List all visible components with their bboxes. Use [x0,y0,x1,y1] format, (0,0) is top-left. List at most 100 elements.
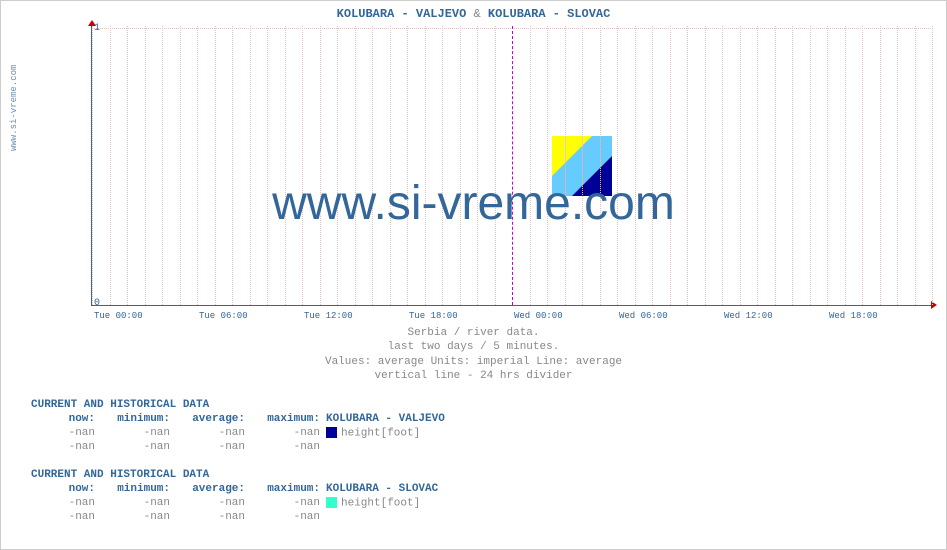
x-tick-1: Tue 06:00 [199,311,248,321]
grid-v [547,26,548,305]
grid-v [425,26,426,305]
col-min-1: minimum: [101,413,176,427]
x-tick-3: Tue 18:00 [409,311,458,321]
grid-v [792,26,793,305]
grid-v [670,26,671,305]
series-name-1: KOLUBARA - VALJEVO [326,413,451,427]
grid-v [250,26,251,305]
param-1: height[foot] [341,427,420,439]
grid-v [285,26,286,305]
grid-v [810,26,811,305]
grid-v [145,26,146,305]
data-header-2: CURRENT AND HISTORICAL DATA [31,469,444,483]
grid-v [460,26,461,305]
col-min-2: minimum: [101,483,176,497]
cell-2-1-2: -nan [176,511,251,525]
grid-v [197,26,198,305]
title-amp: & [466,7,488,21]
caption-line-3: Values: average Units: imperial Line: av… [1,355,946,369]
cell-2-1-3: -nan [251,511,326,525]
cell-2-1-1: -nan [101,511,176,525]
cell-1-1-2: -nan [176,441,251,455]
plot-area [91,26,931,306]
grid-v [600,26,601,305]
series-name-2: KOLUBARA - SLOVAC [326,483,444,497]
x-tick-5: Wed 06:00 [619,311,668,321]
grid-v [740,26,741,305]
grid-v [582,26,583,305]
grid-v [880,26,881,305]
divider-24h [512,26,513,305]
cell-1-1-3: -nan [251,441,326,455]
col-now-1: now: [31,413,101,427]
data-table-1: now: minimum: average: maximum: KOLUBARA… [31,413,451,455]
cell-1-0-3: -nan [251,427,326,441]
cell-2-0-1: -nan [101,497,176,511]
chart-title: KOLUBARA - VALJEVO & KOLUBARA - SLOVAC [1,7,946,21]
grid-v [775,26,776,305]
grid-v [442,26,443,305]
grid-v [845,26,846,305]
title-part-1: KOLUBARA - VALJEVO [337,7,467,21]
grid-v [92,26,93,305]
data-block-1: CURRENT AND HISTORICAL DATA now: minimum… [31,399,451,454]
grid-v [862,26,863,305]
cell-1-1-1: -nan [101,441,176,455]
col-max-1: maximum: [251,413,326,427]
col-avg-2: average: [176,483,251,497]
chart-caption: Serbia / river data. last two days / 5 m… [1,326,946,383]
x-tick-4: Wed 00:00 [514,311,563,321]
grid-v [180,26,181,305]
col-avg-1: average: [176,413,251,427]
cell-2-1-0: -nan [31,511,101,525]
x-tick-0: Tue 00:00 [94,311,143,321]
grid-v [110,26,111,305]
title-part-2: KOLUBARA - SLOVAC [488,7,610,21]
grid-v [390,26,391,305]
grid-v [827,26,828,305]
data-header-1: CURRENT AND HISTORICAL DATA [31,399,451,413]
col-now-2: now: [31,483,101,497]
caption-line-2: last two days / 5 minutes. [1,340,946,354]
grid-v [337,26,338,305]
cell-1-0-0: -nan [31,427,101,441]
grid-v [407,26,408,305]
grid-v [652,26,653,305]
grid-v [127,26,128,305]
caption-line-1: Serbia / river data. [1,326,946,340]
swatch-1 [326,427,337,438]
grid-v [932,26,933,305]
col-max-2: maximum: [251,483,326,497]
data-block-2: CURRENT AND HISTORICAL DATA now: minimum… [31,469,444,524]
cell-1-0-1: -nan [101,427,176,441]
grid-v [617,26,618,305]
x-tick-6: Wed 12:00 [724,311,773,321]
cell-2-0-2: -nan [176,497,251,511]
param-2: height[foot] [341,497,420,509]
grid-v [232,26,233,305]
data-table-2: now: minimum: average: maximum: KOLUBARA… [31,483,444,525]
grid-v [267,26,268,305]
cell-1-1-0: -nan [31,441,101,455]
grid-v [355,26,356,305]
swatch-2 [326,497,337,508]
grid-v [530,26,531,305]
grid-v [687,26,688,305]
caption-line-4: vertical line - 24 hrs divider [1,369,946,383]
y-tick-0: 0 [60,298,100,309]
site-label-vertical: www.si-vreme.com [9,65,19,151]
y-tick-1: 1 [60,23,100,34]
grid-v [565,26,566,305]
cell-1-0-2: -nan [176,427,251,441]
x-tick-7: Wed 18:00 [829,311,878,321]
x-tick-2: Tue 12:00 [304,311,353,321]
cell-2-0-0: -nan [31,497,101,511]
grid-v [897,26,898,305]
grid-v [495,26,496,305]
grid-v [477,26,478,305]
grid-v [372,26,373,305]
grid-v [320,26,321,305]
grid-v [635,26,636,305]
grid-v [302,26,303,305]
grid-v [722,26,723,305]
